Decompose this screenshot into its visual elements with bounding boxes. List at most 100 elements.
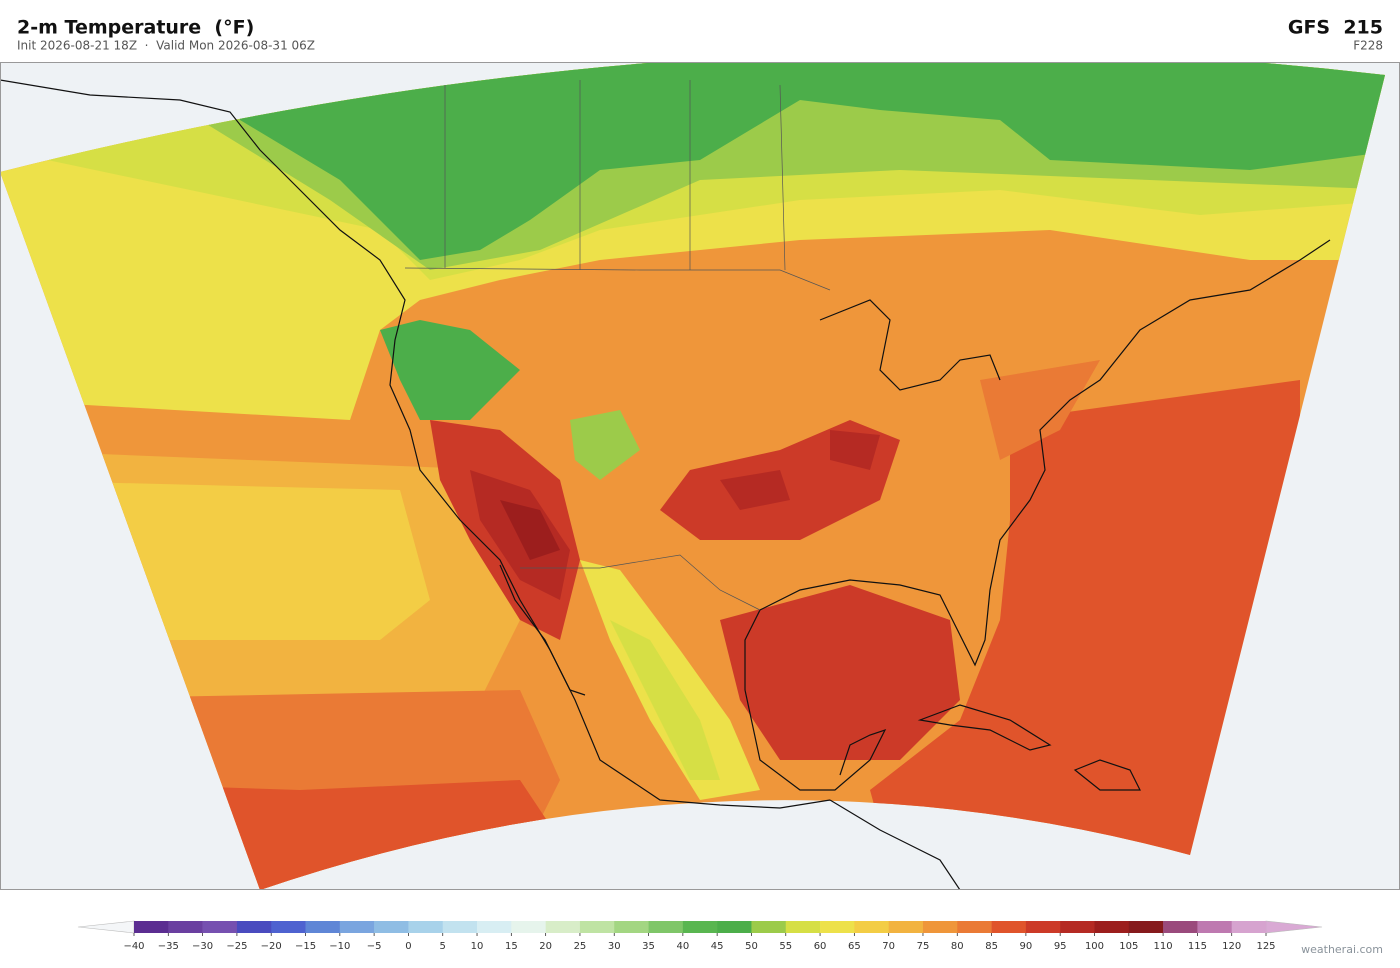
colorbar-segment bbox=[442, 921, 478, 933]
colorbar-tick-label: 75 bbox=[917, 941, 930, 952]
coastline bbox=[917, 704, 1052, 751]
colorbar-segment bbox=[374, 921, 409, 933]
colorbar-segment bbox=[1231, 921, 1267, 933]
border bbox=[520, 554, 761, 611]
map-title: 2-m Temperature (°F) bbox=[17, 17, 254, 39]
colorbar-tick-label: 55 bbox=[779, 941, 792, 952]
colorbar-tick-label: 110 bbox=[1154, 941, 1173, 952]
colorbar-over bbox=[1265, 920, 1323, 934]
colorbar-tick-label: 90 bbox=[1020, 941, 1033, 952]
temperature-region bbox=[230, 62, 1385, 260]
colorbar-tick-label: 45 bbox=[711, 941, 724, 952]
colorbar-segment bbox=[271, 921, 306, 933]
borders bbox=[404, 80, 831, 611]
colorbar-segment bbox=[305, 921, 341, 933]
temperature-region bbox=[980, 360, 1100, 460]
colorbar-tick-label: 30 bbox=[608, 941, 621, 952]
great-lakes bbox=[819, 299, 1001, 391]
colorbar-segment bbox=[682, 921, 718, 933]
temperature-region bbox=[610, 620, 720, 780]
border bbox=[404, 267, 831, 291]
colorbar-tick-label: −40 bbox=[123, 941, 144, 952]
colorbar-segment bbox=[339, 921, 375, 933]
colorbar-segment bbox=[888, 921, 924, 933]
colorbar-segment bbox=[820, 921, 855, 933]
colorbar-tick-label: 5 bbox=[440, 941, 446, 952]
colorbar-tick-label: 40 bbox=[676, 941, 689, 952]
colorbar-tick-label: 70 bbox=[882, 941, 895, 952]
colorbar-segment bbox=[991, 921, 1027, 933]
colorbar-segment bbox=[751, 921, 787, 933]
colorbar-segment bbox=[1163, 921, 1198, 933]
colorbar-tick-label: −30 bbox=[192, 941, 213, 952]
colorbar: −40 −35 −30 −25 −20 −15 −10 −5 0 5 10 15 20 25 30 35 40 4… bbox=[77, 920, 1323, 952]
coastline bbox=[829, 799, 961, 890]
colorbar-tick-label: −10 bbox=[329, 941, 350, 952]
colorbar-tick-label: 105 bbox=[1119, 941, 1138, 952]
colorbar-tick-label: 120 bbox=[1222, 941, 1241, 952]
coastline bbox=[744, 689, 887, 791]
colorbar-tick-label: 20 bbox=[539, 941, 552, 952]
border bbox=[444, 80, 786, 271]
colorbar-segment bbox=[957, 921, 992, 933]
coastline bbox=[0, 79, 831, 809]
colorbar-tick-label: −5 bbox=[367, 941, 382, 952]
colorbar-tick-label: −15 bbox=[295, 941, 316, 952]
colorbar-segment bbox=[717, 921, 752, 933]
colorbar-segment bbox=[202, 921, 238, 933]
colorbar-segment bbox=[648, 921, 684, 933]
model-label: GFS 215 bbox=[1288, 17, 1383, 39]
colorbar-segment bbox=[614, 921, 649, 933]
colorbar-tick-label: 125 bbox=[1256, 941, 1275, 952]
colorbar-tick-label: 50 bbox=[745, 941, 758, 952]
colorbar-segment bbox=[579, 921, 615, 933]
temperature-region bbox=[380, 320, 520, 420]
colorbar-segment bbox=[1128, 921, 1164, 933]
colorbar-tick-label: 85 bbox=[985, 941, 998, 952]
colorbar-tick-label: −25 bbox=[226, 941, 247, 952]
colorbar-segment bbox=[1025, 921, 1061, 933]
colorbar-segment bbox=[1094, 921, 1130, 933]
temperature-region bbox=[720, 430, 880, 510]
colorbar-segment bbox=[545, 921, 581, 933]
temperature-region bbox=[570, 410, 640, 480]
coastline bbox=[1073, 759, 1141, 791]
colorbar-tick-label: 0 bbox=[405, 941, 411, 952]
coastline bbox=[744, 239, 1331, 690]
coastline bbox=[499, 564, 586, 696]
colorbar-tick-label: 35 bbox=[642, 941, 655, 952]
colorbar-tick-label: 15 bbox=[505, 941, 518, 952]
credit: weatherai.com bbox=[1301, 943, 1383, 956]
colorbar-segment bbox=[511, 921, 546, 933]
coastlines bbox=[0, 79, 1331, 890]
colorbar-segment bbox=[1197, 921, 1232, 933]
colorbar-tick-label: 60 bbox=[814, 941, 827, 952]
colorbar-tick-label: 65 bbox=[848, 941, 861, 952]
colorbar-segment bbox=[168, 921, 203, 933]
temperature-region bbox=[870, 380, 1300, 890]
colorbar-segment bbox=[854, 921, 889, 933]
colorbar-segment bbox=[236, 921, 272, 933]
colorbar-segment bbox=[477, 921, 512, 933]
colorbar-tick-label: 100 bbox=[1085, 941, 1104, 952]
colorbar-tick-label: 80 bbox=[951, 941, 964, 952]
colorbar-segment bbox=[785, 921, 821, 933]
map-subtitle: Init 2026-08-21 18Z · Valid Mon 2026-08-… bbox=[17, 39, 315, 53]
colorbar-under bbox=[77, 920, 135, 934]
colorbar-tick-label: −35 bbox=[158, 941, 179, 952]
temperature-region bbox=[720, 585, 960, 760]
colorbar-tick-label: −20 bbox=[261, 941, 282, 952]
colorbar-tick-label: 115 bbox=[1188, 941, 1207, 952]
colorbar-segment bbox=[1060, 921, 1095, 933]
forecast-hour: F228 bbox=[1353, 39, 1383, 53]
colorbar-tick-label: 25 bbox=[574, 941, 587, 952]
temperature-region bbox=[500, 500, 560, 560]
colorbar-segment bbox=[134, 921, 169, 933]
colorbar-tick-label: 95 bbox=[1054, 941, 1067, 952]
colorbar-segment bbox=[922, 921, 958, 933]
colorbar-segment bbox=[408, 921, 444, 933]
colorbar-tick-label: 10 bbox=[471, 941, 484, 952]
